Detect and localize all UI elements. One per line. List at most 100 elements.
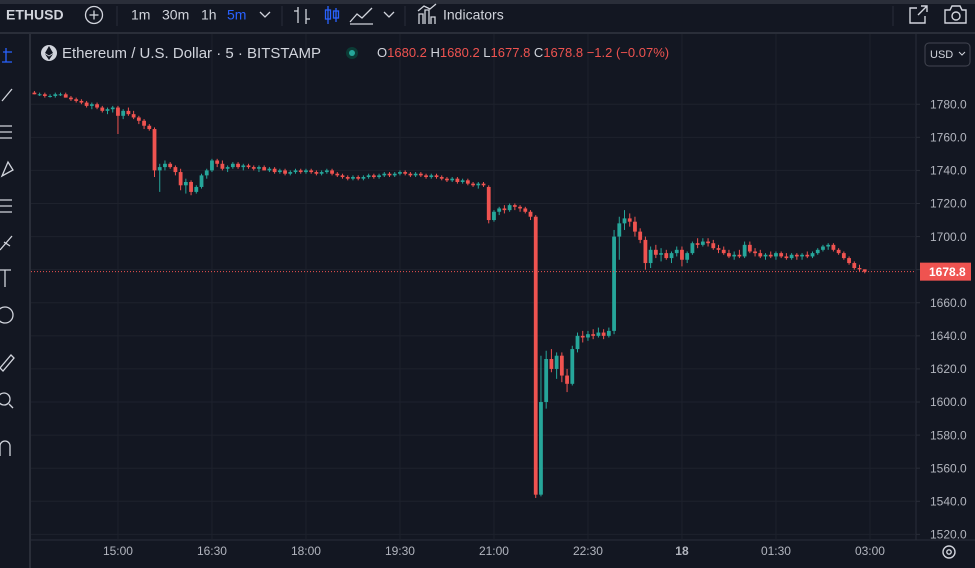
candle-body <box>37 94 42 96</box>
drawing-tools <box>0 48 15 456</box>
candle-body <box>586 334 590 338</box>
pattern-tool[interactable] <box>0 199 12 213</box>
candle-body <box>559 355 564 376</box>
ohlc-legend: O1680.2 H1680.2 L1677.8 C1678.8 −1.2 (−0… <box>377 45 669 60</box>
candle-body <box>131 114 136 118</box>
prediction-tool[interactable] <box>0 235 13 251</box>
candle-body <box>434 175 439 178</box>
currency-dropdown[interactable] <box>958 51 966 56</box>
interval-button[interactable]: 1m <box>131 7 150 23</box>
zoom-tool[interactable] <box>0 392 11 406</box>
candle-body <box>512 205 517 207</box>
last-price-label: 1678.8 <box>929 265 966 279</box>
indicators-button[interactable]: Indicators <box>443 7 504 23</box>
candle-body <box>481 183 486 186</box>
last-price-box <box>920 262 971 281</box>
candle-body <box>460 180 465 182</box>
candle-body <box>183 181 188 186</box>
candle-body <box>267 168 272 171</box>
candle-body <box>544 359 549 403</box>
candle-body <box>465 180 470 184</box>
candle-body <box>841 253 846 259</box>
candle-body <box>753 251 757 254</box>
ohlc-label: C <box>534 45 543 60</box>
candle-body <box>126 110 131 115</box>
market-status-dot <box>349 50 355 56</box>
candle-body <box>168 163 173 168</box>
candle-body <box>204 170 209 176</box>
ruler-tool[interactable] <box>0 354 15 372</box>
candle-body <box>711 243 716 249</box>
symbol[interactable]: ETHUSD <box>6 7 64 23</box>
interval-button[interactable]: 1h <box>201 7 217 23</box>
crosshair-tool[interactable] <box>2 48 12 63</box>
indicators-icon[interactable] <box>417 3 437 24</box>
candle-body <box>685 253 690 260</box>
candle-body <box>257 167 261 169</box>
interval-dropdown[interactable] <box>259 11 271 18</box>
candle-body <box>742 244 747 257</box>
settings-button[interactable] <box>942 545 956 559</box>
candle-body <box>48 95 52 97</box>
candle-body <box>418 173 423 176</box>
candle-body <box>507 205 512 211</box>
candle-body <box>236 163 240 168</box>
candle-body <box>575 335 580 350</box>
x-tick-label: 16:30 <box>197 544 227 558</box>
candle-body <box>246 165 251 168</box>
candle-body <box>779 253 784 257</box>
candle-body <box>471 183 475 186</box>
candle-body <box>392 173 397 176</box>
candle-body <box>424 175 428 178</box>
candle-body <box>497 208 502 212</box>
candle-body <box>648 249 653 264</box>
candle-body <box>601 332 606 336</box>
candle-body <box>596 332 601 336</box>
x-tick-label: 18:00 <box>291 544 321 558</box>
candle-body <box>32 92 37 95</box>
area-style-button[interactable] <box>349 7 373 25</box>
snapshot-share-button[interactable] <box>909 5 928 24</box>
candle-body <box>627 218 632 222</box>
candle-body <box>815 249 820 254</box>
candle-style-button[interactable] <box>324 6 340 24</box>
magnet-tool[interactable] <box>0 440 11 456</box>
candle-body <box>262 167 267 171</box>
ohlc-value: 1677.8 <box>491 45 531 60</box>
currency-button[interactable] <box>924 42 971 67</box>
candle-body <box>737 254 742 257</box>
add-symbol-button[interactable] <box>84 5 104 25</box>
candle-body <box>314 172 319 174</box>
y-tick-label: 1640.0 <box>930 329 967 343</box>
candle-body <box>539 402 543 495</box>
candle-body <box>178 172 183 186</box>
bar-style-button[interactable] <box>294 7 310 24</box>
interval-button-active[interactable]: 5m <box>227 7 246 23</box>
text-tool[interactable] <box>0 269 11 287</box>
interval-button[interactable]: 30m <box>162 7 189 23</box>
style-dropdown[interactable] <box>383 11 395 18</box>
trend-line-tool[interactable] <box>1 88 13 102</box>
y-tick-label: 1740.0 <box>930 164 967 178</box>
candle-body <box>142 120 146 126</box>
candle-body <box>366 175 371 178</box>
brush-tool[interactable] <box>0 160 14 178</box>
candle-body <box>163 163 167 168</box>
emoji-tool[interactable] <box>0 306 14 324</box>
candle-body <box>486 186 491 221</box>
camera-button[interactable] <box>944 5 967 24</box>
candle-body <box>455 178 460 182</box>
candle-body <box>674 249 679 254</box>
candle-body <box>413 173 418 176</box>
currency-label[interactable]: USD <box>930 49 953 61</box>
ohlc-value: 1680.2 <box>440 45 480 60</box>
candle-body <box>356 177 361 179</box>
candle-body <box>241 165 246 168</box>
candle-body <box>304 170 308 173</box>
candle-body <box>272 168 277 173</box>
x-tick-label: 21:00 <box>479 544 509 558</box>
candle-body <box>800 254 804 257</box>
candle-body <box>638 231 643 240</box>
fib-tool[interactable] <box>0 125 12 139</box>
